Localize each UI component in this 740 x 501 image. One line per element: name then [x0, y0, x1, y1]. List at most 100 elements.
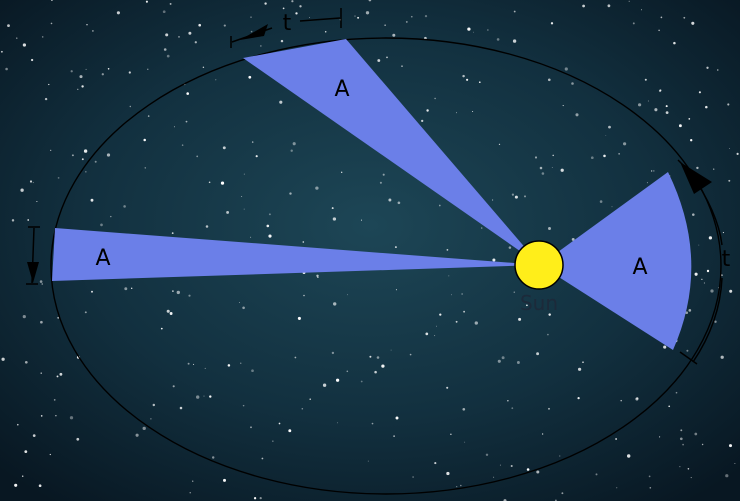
star: [463, 310, 465, 313]
star: [333, 302, 337, 306]
star: [36, 200, 38, 203]
star: [188, 31, 192, 35]
star: [728, 148, 730, 149]
star: [395, 416, 399, 420]
star: [185, 120, 188, 123]
star: [100, 223, 103, 227]
star: [226, 210, 230, 214]
star: [41, 36, 44, 38]
star: [250, 426, 252, 429]
star: [302, 241, 305, 243]
star: [205, 225, 209, 228]
star: [646, 182, 648, 184]
star: [40, 415, 43, 417]
star: [162, 10, 166, 14]
star: [703, 282, 705, 284]
star: [706, 66, 709, 69]
star: [188, 294, 191, 297]
star: [501, 356, 505, 360]
star: [446, 471, 450, 476]
star: [365, 11, 370, 15]
star: [710, 289, 714, 293]
star: [222, 146, 226, 150]
star: [394, 246, 397, 249]
star: [682, 443, 684, 446]
star: [69, 416, 74, 420]
star: [163, 48, 167, 51]
star: [55, 414, 57, 417]
star: [253, 497, 257, 500]
star: [368, 0, 372, 2]
star: [725, 474, 729, 478]
star: [77, 88, 79, 90]
star: [172, 385, 175, 388]
star: [513, 291, 516, 293]
star: [14, 483, 18, 487]
star: [654, 108, 658, 112]
star: [539, 166, 543, 170]
star: [618, 153, 620, 155]
star: [590, 156, 594, 160]
arrowhead-icon: [680, 162, 712, 194]
star: [187, 362, 190, 365]
star: [497, 359, 501, 363]
star: [599, 200, 603, 203]
star: [81, 158, 84, 161]
star: [561, 492, 564, 495]
star: [223, 24, 226, 27]
star: [261, 457, 264, 460]
star: [315, 186, 319, 190]
star: [381, 364, 385, 368]
star: [242, 404, 245, 407]
star: [142, 426, 146, 431]
star: [128, 71, 131, 74]
star: [227, 364, 231, 367]
star: [644, 78, 647, 81]
star: [243, 173, 245, 175]
star: [456, 112, 457, 114]
star: [679, 437, 683, 441]
star: [250, 16, 252, 18]
arrowhead-icon: [27, 262, 39, 283]
star: [595, 473, 598, 476]
star: [636, 397, 639, 400]
star: [299, 5, 302, 8]
star: [518, 317, 522, 321]
star: [297, 316, 301, 320]
star: [379, 181, 382, 184]
star: [266, 224, 270, 228]
star: [493, 476, 495, 478]
star: [536, 352, 540, 356]
star: [211, 456, 215, 459]
star: [204, 367, 206, 369]
star: [242, 306, 245, 310]
star: [208, 181, 211, 184]
star: [331, 351, 335, 355]
star: [582, 361, 584, 364]
star: [668, 405, 671, 408]
star: [577, 396, 580, 400]
star: [259, 497, 262, 500]
star: [627, 454, 631, 458]
star: [243, 208, 245, 210]
star: [79, 75, 83, 79]
star: [145, 0, 148, 3]
star: [426, 109, 429, 112]
star: [462, 74, 465, 78]
star: [401, 65, 403, 67]
star: [21, 475, 24, 477]
star: [92, 30, 94, 32]
star: [728, 179, 731, 182]
star: [722, 232, 724, 234]
star: [0, 50, 3, 53]
star: [694, 432, 698, 436]
star: [511, 407, 514, 410]
star: [692, 213, 695, 216]
star: [541, 433, 544, 435]
star: [282, 7, 285, 10]
star: [390, 349, 392, 351]
star: [701, 278, 703, 280]
star: [498, 143, 501, 146]
star: [39, 280, 43, 283]
time-label-top: t: [283, 11, 292, 36]
